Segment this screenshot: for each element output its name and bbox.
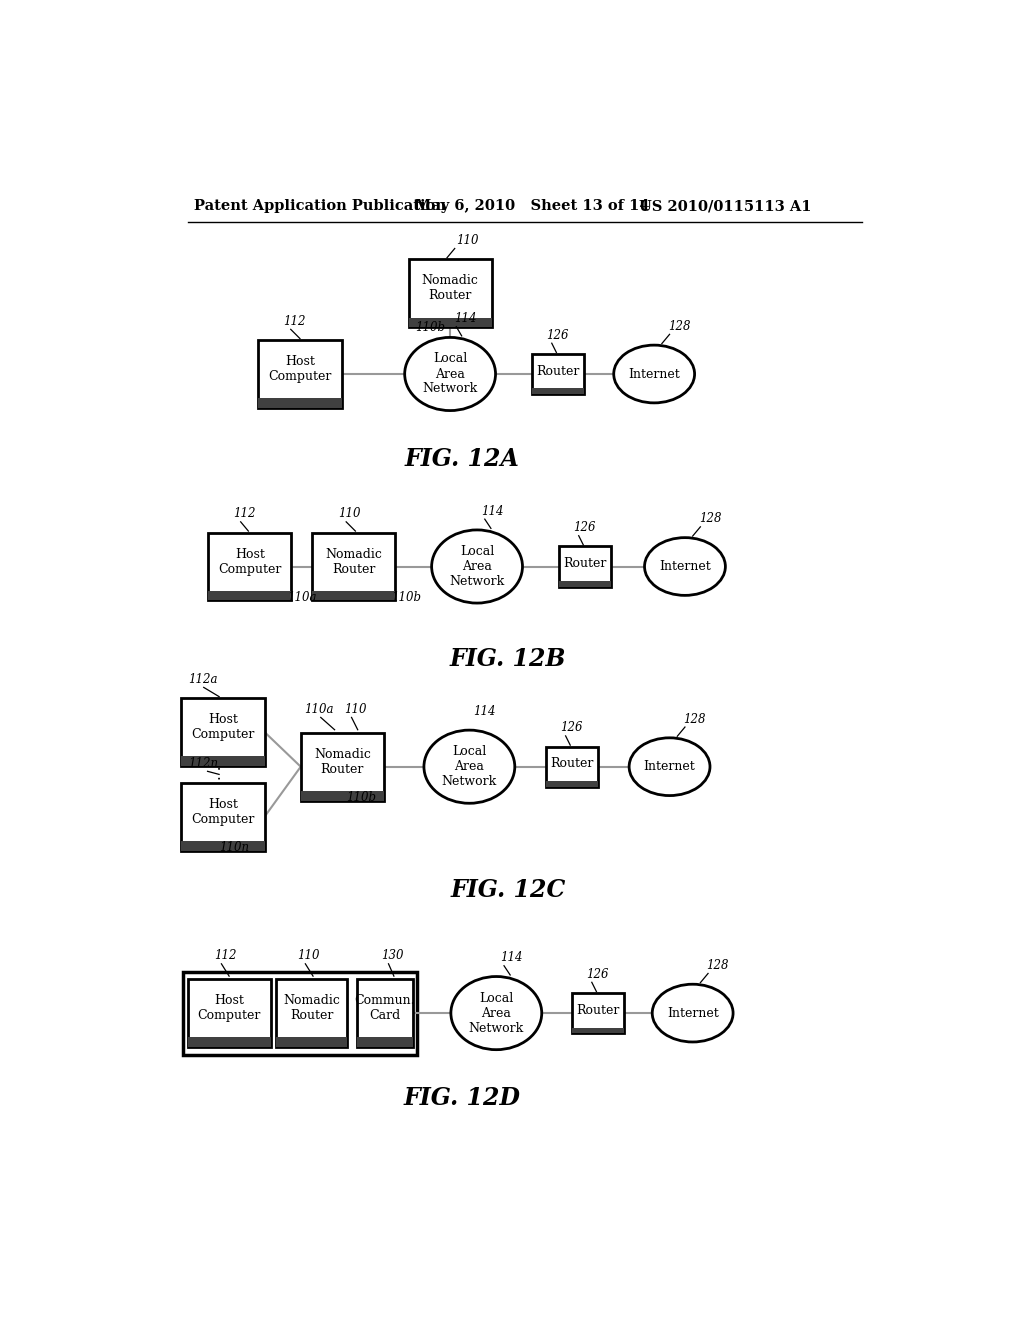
Text: 114: 114	[454, 312, 476, 325]
Text: Internet: Internet	[644, 760, 695, 774]
Bar	[531, 354, 584, 393]
Text: 128: 128	[707, 958, 729, 972]
Text: Internet: Internet	[667, 1007, 719, 1019]
Bar	[301, 791, 384, 800]
Bar	[275, 979, 347, 1047]
Text: Nomadic
Router: Nomadic Router	[422, 275, 478, 302]
Text: 114: 114	[481, 504, 504, 517]
Text: 128: 128	[683, 713, 706, 726]
Ellipse shape	[424, 730, 515, 804]
Text: Router: Router	[550, 758, 594, 771]
Ellipse shape	[652, 985, 733, 1041]
Bar	[409, 259, 492, 327]
Text: Local
Area
Network: Local Area Network	[441, 746, 497, 788]
Text: 112a: 112a	[188, 673, 218, 686]
Text: 130: 130	[381, 949, 403, 962]
Ellipse shape	[629, 738, 710, 796]
Bar	[181, 756, 264, 766]
Bar	[258, 399, 342, 408]
Ellipse shape	[432, 529, 522, 603]
Text: Local
Area
Network: Local Area Network	[450, 545, 505, 587]
Text: 126: 126	[560, 721, 583, 734]
Text: FIG. 12C: FIG. 12C	[451, 878, 565, 902]
Text: 110a: 110a	[304, 702, 333, 715]
Bar	[187, 1038, 270, 1047]
Ellipse shape	[613, 345, 694, 403]
Bar	[208, 591, 292, 601]
Bar	[546, 781, 598, 787]
Text: 110b: 110b	[346, 792, 376, 804]
Text: Host
Computer: Host Computer	[191, 799, 255, 826]
Text: Router: Router	[577, 1003, 620, 1016]
Text: 110: 110	[339, 507, 361, 520]
Text: May 6, 2010   Sheet 13 of 14: May 6, 2010 Sheet 13 of 14	[416, 199, 650, 213]
Bar	[356, 1038, 413, 1047]
Text: 112n: 112n	[188, 756, 218, 770]
Text: Router: Router	[563, 557, 606, 570]
Bar	[571, 993, 625, 1034]
Bar	[187, 979, 270, 1047]
Text: US 2010/0115113 A1: US 2010/0115113 A1	[639, 199, 811, 213]
Bar	[559, 546, 611, 586]
Bar	[571, 1027, 625, 1034]
Text: Host
Computer: Host Computer	[218, 548, 282, 576]
Text: Host
Computer: Host Computer	[268, 355, 332, 383]
Text: 112: 112	[283, 314, 305, 327]
Text: Internet: Internet	[659, 560, 711, 573]
Text: Patent Application Publication: Patent Application Publication	[194, 199, 445, 213]
Bar	[312, 591, 395, 601]
Ellipse shape	[644, 537, 725, 595]
Bar	[301, 733, 384, 800]
Text: 110b: 110b	[416, 321, 445, 334]
Text: Host
Computer: Host Computer	[198, 994, 261, 1023]
Text: · · ·: · · ·	[214, 756, 228, 780]
Text: 110: 110	[457, 234, 479, 247]
Text: 110b: 110b	[391, 591, 422, 605]
Text: FIG. 12A: FIG. 12A	[404, 446, 519, 471]
Text: Internet: Internet	[629, 367, 680, 380]
Bar	[356, 979, 413, 1047]
Text: Local
Area
Network: Local Area Network	[423, 352, 478, 396]
Text: Nomadic
Router: Nomadic Router	[283, 994, 340, 1023]
Text: FIG. 12B: FIG. 12B	[450, 647, 566, 671]
Text: Commun.
Card: Commun. Card	[354, 994, 415, 1023]
Bar	[183, 972, 418, 1055]
Text: 112: 112	[233, 507, 255, 520]
Text: 114: 114	[500, 952, 522, 964]
Bar	[258, 341, 342, 408]
Bar	[546, 747, 598, 787]
Bar	[275, 1038, 347, 1047]
Bar	[181, 783, 264, 850]
Text: 110: 110	[344, 702, 367, 715]
Bar	[181, 698, 264, 766]
Text: 114: 114	[473, 705, 496, 718]
Text: 112: 112	[214, 949, 237, 962]
Text: FIG. 12D: FIG. 12D	[403, 1086, 520, 1110]
Bar	[312, 533, 395, 601]
Text: 110: 110	[298, 949, 321, 962]
Ellipse shape	[451, 977, 542, 1049]
Bar	[181, 841, 264, 850]
Ellipse shape	[404, 338, 496, 411]
Text: 126: 126	[547, 329, 569, 342]
Text: Local
Area
Network: Local Area Network	[469, 991, 524, 1035]
Text: 110a: 110a	[288, 591, 317, 605]
Bar	[531, 388, 584, 395]
Text: Nomadic
Router: Nomadic Router	[314, 748, 371, 776]
Text: Nomadic
Router: Nomadic Router	[326, 548, 382, 576]
Text: 126: 126	[573, 521, 596, 535]
Bar	[559, 581, 611, 586]
Text: 128: 128	[698, 512, 721, 525]
Text: 126: 126	[587, 968, 609, 981]
Text: 128: 128	[668, 319, 690, 333]
Text: Host
Computer: Host Computer	[191, 713, 255, 742]
Text: Router: Router	[537, 364, 580, 378]
Bar	[208, 533, 292, 601]
Bar	[409, 318, 492, 327]
Text: 110n: 110n	[219, 841, 249, 854]
